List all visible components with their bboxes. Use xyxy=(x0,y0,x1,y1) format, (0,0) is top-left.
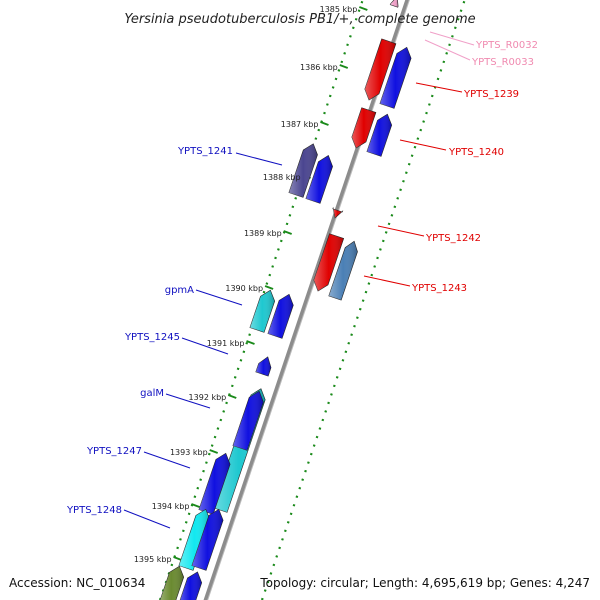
feature-track xyxy=(159,0,412,600)
leader-line xyxy=(143,451,191,469)
kbp-label: 1387 kbp xyxy=(281,120,319,129)
kbp-major-tick xyxy=(339,64,349,69)
cds-olive-shade xyxy=(160,566,184,600)
kbp-major-tick xyxy=(227,394,237,399)
leader-line xyxy=(415,82,463,93)
map-title: Yersinia pseudotuberculosis PB1/+, compl… xyxy=(124,12,475,27)
cds-ypts-1241-shade xyxy=(288,143,318,198)
cds-ypts-1248-shade xyxy=(178,509,211,571)
leader-line xyxy=(123,509,171,529)
kbp-label: 1386 kbp xyxy=(300,63,338,72)
kbp-major-tick xyxy=(358,6,368,11)
cds-ypts-1247-shade xyxy=(198,453,231,515)
feature-label: YPTS_1240 xyxy=(448,147,504,158)
feature-label: YPTS_1248 xyxy=(66,505,122,516)
feature-label: YPTS_1243 xyxy=(411,283,467,294)
kbp-labels: 1385 kbp 1386 kbp 1387 kbp 1388 kbp 1389 kbp… xyxy=(134,5,357,564)
kbp-label: 1389 kbp xyxy=(244,229,282,238)
feature-label: galM xyxy=(140,388,164,399)
cds-ypts-1240-shade xyxy=(351,107,376,148)
kbp-label: 1385 kbp xyxy=(320,5,358,14)
kbp-major-tick xyxy=(209,449,219,454)
kbp-major-tick xyxy=(191,503,200,508)
rna-ypts-r0032-shade xyxy=(390,0,399,8)
cds-ypts-1243-pair-shade xyxy=(328,241,358,301)
kbp-label: 1393 kbp xyxy=(170,448,208,457)
cds-bottom-pair-shade xyxy=(180,571,202,600)
feature-label: YPTS_1245 xyxy=(124,332,180,343)
leader-line xyxy=(195,289,243,306)
kbp-major-tick xyxy=(320,121,329,126)
cds-gpma-shade xyxy=(249,290,275,333)
kbp-major-tick xyxy=(283,230,293,235)
kbp-label: 1391 kbp xyxy=(207,339,245,348)
cds-ypts-1240-pair-shade xyxy=(366,114,392,157)
cds-ypts-1242-shade xyxy=(332,207,343,218)
genome-summary-text: Topology: circular; Length: 4,695,619 bp… xyxy=(259,576,590,590)
cds-ypts-1241-pair-shade xyxy=(305,155,333,204)
cds-ypts-1239-pair-shade xyxy=(379,47,412,109)
cds-gpma-pair-shade xyxy=(267,294,294,339)
cds-ypts-1245-shade xyxy=(255,356,271,377)
feature-labels: YPTS_R0032 YPTS_R0033 YPTS_1239 YPTS_1240 YP… xyxy=(66,40,538,516)
label-leaders xyxy=(123,31,475,529)
cds-ypts-1248-pair-shade xyxy=(191,509,224,571)
leader-line xyxy=(165,393,211,409)
kbp-label: 1394 kbp xyxy=(152,502,190,511)
leader-line xyxy=(235,152,283,166)
kbp-label: 1392 kbp xyxy=(189,393,227,402)
kbp-major-tick xyxy=(264,285,274,290)
kbp-label: 1390 kbp xyxy=(225,284,263,293)
leader-line xyxy=(181,337,229,355)
feature-label: YPTS_R0032 xyxy=(475,40,538,51)
cds-ypts-1239-shade xyxy=(364,38,396,100)
kbp-label: 1395 kbp xyxy=(134,555,172,564)
leader-line xyxy=(377,225,425,237)
feature-label: YPTS_1241 xyxy=(177,146,233,157)
kbp-major-tick xyxy=(173,556,182,561)
cds-galm-pair-shade xyxy=(232,391,264,451)
kbp-major-tick xyxy=(246,340,255,345)
cds-ypts-1243-shade xyxy=(313,233,344,291)
leader-line xyxy=(424,39,471,61)
feature-label: gpmA xyxy=(165,285,194,296)
feature-label: YPTS_R0033 xyxy=(471,57,534,68)
leader-line xyxy=(399,139,447,151)
leader-line xyxy=(363,275,411,287)
feature-label: YPTS_1247 xyxy=(86,446,142,457)
tick-ring-inner xyxy=(260,0,466,600)
feature-label: YPTS_1239 xyxy=(463,89,519,100)
accession-text: Accession: NC_010634 xyxy=(9,576,145,590)
kbp-label: 1388 kbp xyxy=(263,173,301,182)
feature-label: YPTS_1242 xyxy=(425,233,481,244)
leader-line xyxy=(429,31,475,46)
backbone-highlight xyxy=(207,0,410,600)
